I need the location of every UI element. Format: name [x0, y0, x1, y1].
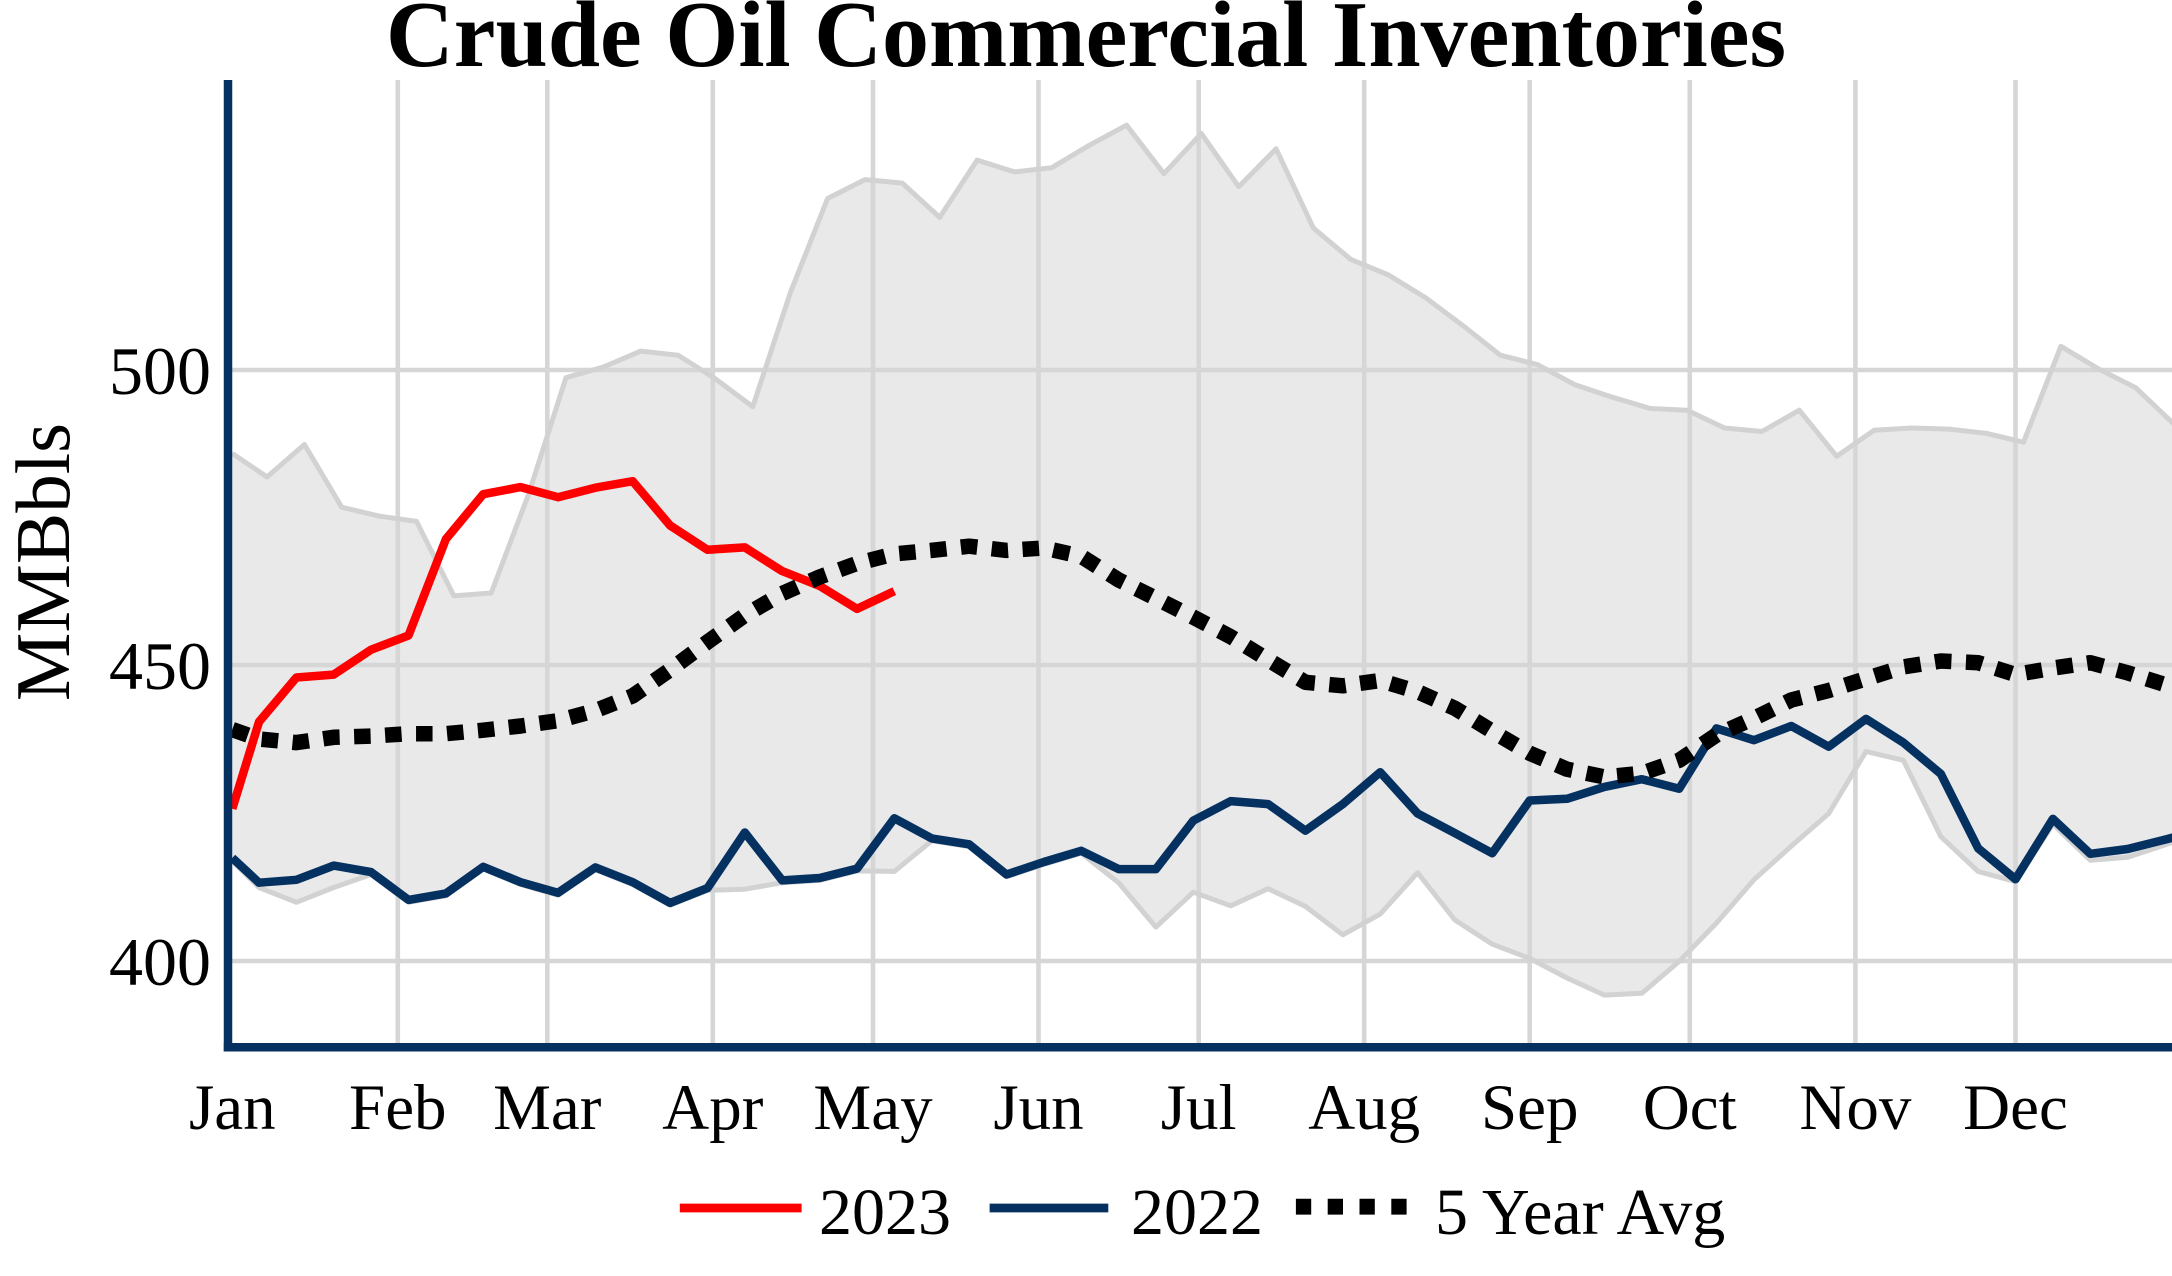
- svg-text:400: 400: [109, 924, 211, 1000]
- svg-text:5 Year Avg: 5 Year Avg: [1435, 1176, 1725, 1249]
- svg-text:Jan: Jan: [189, 1072, 276, 1144]
- svg-text:Oct: Oct: [1643, 1072, 1737, 1144]
- svg-text:450: 450: [109, 628, 211, 704]
- svg-text:Crude Oil Commercial Inventori: Crude Oil Commercial Inventories: [386, 0, 1786, 87]
- svg-text:Dec: Dec: [1963, 1072, 2068, 1144]
- svg-text:MMBbls: MMBbls: [0, 423, 86, 701]
- svg-text:Jun: Jun: [993, 1072, 1083, 1144]
- svg-text:Jul: Jul: [1161, 1072, 1237, 1144]
- svg-text:Apr: Apr: [662, 1072, 763, 1144]
- svg-text:Feb: Feb: [349, 1072, 447, 1144]
- svg-text:Sep: Sep: [1481, 1072, 1579, 1144]
- svg-text:Mar: Mar: [493, 1072, 602, 1144]
- svg-text:Nov: Nov: [1799, 1072, 1911, 1144]
- svg-text:2022: 2022: [1131, 1176, 1263, 1249]
- svg-text:500: 500: [109, 333, 211, 409]
- svg-text:May: May: [813, 1072, 933, 1144]
- svg-text:2023: 2023: [819, 1176, 951, 1249]
- svg-text:Aug: Aug: [1308, 1072, 1420, 1144]
